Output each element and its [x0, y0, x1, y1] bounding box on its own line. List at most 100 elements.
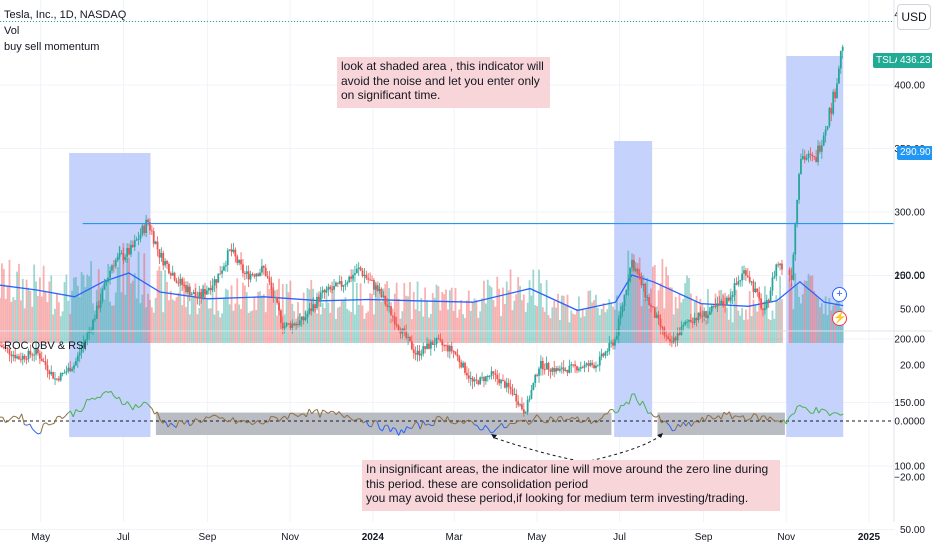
lower-pane-title[interactable]: ROC OBV & RSI: [4, 340, 87, 352]
volume-bar-62: [116, 267, 119, 343]
volume-bar-115: [217, 310, 220, 343]
candle-body-5: [8, 348, 11, 355]
volume-bar-329: [623, 294, 626, 343]
candle-body-211: [399, 329, 402, 334]
volume-bar-238: [450, 287, 453, 343]
candle-body-251: [475, 379, 478, 381]
volume-bar-230: [435, 284, 438, 343]
time-tick-label: Mar: [446, 532, 464, 543]
osc-seg-59: [159, 419, 164, 424]
volume-bar-32: [59, 316, 62, 343]
candle-body-113: [213, 279, 216, 286]
osc-seg-180: [487, 428, 492, 434]
volume-bar-144: [272, 287, 275, 343]
osc-seg-259: [701, 416, 706, 422]
osc-seg-144: [390, 427, 394, 433]
volume-bar-121: [228, 304, 231, 343]
osc-seg-135: [365, 420, 370, 427]
candle-body-293: [555, 368, 558, 372]
candle-body-235: [445, 345, 447, 347]
candle-body-346: [655, 314, 658, 318]
osc-seg-55: [148, 405, 153, 409]
time-axis[interactable]: May Jul Sep Nov 2024 Mar May Jul Sep Nov 2025: [31, 532, 880, 543]
osc-seg-125: [338, 411, 343, 416]
candle-body-19: [35, 348, 37, 355]
candle-body-375: [710, 305, 713, 312]
volume-bar-236: [447, 309, 449, 343]
candle-body-243: [460, 362, 463, 368]
volume-bar-109: [205, 299, 208, 343]
candle-body-123: [232, 249, 235, 252]
bottom-annotation[interactable]: In insignificant areas, the indicator li…: [362, 460, 780, 511]
volume-bar-334: [633, 265, 635, 343]
candle-body-83: [156, 241, 159, 250]
alert-icon[interactable]: ⚡: [832, 311, 847, 326]
volume-bar-224: [424, 287, 427, 343]
osc-seg-195: [528, 421, 532, 425]
volume-bar-397: [752, 299, 755, 343]
candle-body-159: [300, 316, 303, 321]
top-annotation[interactable]: look at shaded area , this indicator wil…: [337, 57, 550, 108]
volume-bar-137: [259, 291, 261, 343]
candle-body-332: [629, 267, 632, 282]
volume-bar-309: [585, 309, 588, 343]
volume-bar-320: [606, 309, 609, 343]
volume-bar-44: [82, 274, 85, 343]
candle-body-314: [595, 365, 597, 369]
candle-body-207: [391, 315, 394, 317]
volume-legend[interactable]: Vol: [4, 25, 20, 37]
volume-bar-2: [2, 268, 5, 343]
osc-seg-168: [455, 421, 459, 425]
volume-bar-304: [576, 308, 578, 343]
candle-body-175: [331, 289, 334, 291]
osc-seg-108: [292, 412, 296, 416]
candle-body-424: [809, 153, 812, 155]
osc-seg-153: [414, 421, 418, 424]
candle-body-35: [65, 371, 68, 373]
candle-body-52: [97, 305, 100, 308]
candle-body-260: [492, 371, 495, 374]
volume-bar-417: [796, 285, 799, 343]
volume-bar-288: [545, 280, 548, 343]
osc-seg-166: [449, 421, 454, 424]
volume-bar-6: [10, 301, 13, 343]
volume-bar-128: [242, 282, 244, 343]
candle-body-402: [762, 308, 764, 310]
volume-bar-297: [562, 295, 565, 343]
osc-seg-200: [542, 420, 546, 424]
osc-seg-218: [590, 420, 595, 425]
currency-button[interactable]: USD: [897, 4, 931, 30]
osc-seg-101: [273, 416, 277, 419]
osc-seg-274: [742, 415, 747, 422]
candle-body-146: [276, 296, 279, 303]
volume-bar-182: [344, 297, 347, 343]
symbol-title[interactable]: Tesla, Inc., 1D, NASDAQ: [4, 9, 127, 21]
volume-bar-4: [6, 285, 9, 343]
osc-seg-164: [444, 416, 448, 423]
candle-body-262: [496, 374, 499, 380]
osc-seg-26: [70, 410, 74, 418]
volume-bar-404: [765, 303, 768, 343]
volume-bar-161: [304, 311, 307, 343]
volume-bar-25: [46, 302, 49, 343]
price-tick-label: 300.00: [894, 208, 925, 219]
volume-bar-338: [640, 306, 643, 343]
candle-body-303: [574, 364, 576, 367]
volume-bar-372: [705, 320, 707, 343]
ticker-badge: TSLA: [873, 53, 905, 68]
osc-seg-93: [251, 422, 256, 426]
indicator-legend[interactable]: buy sell momentum: [4, 41, 100, 53]
volume-bar-158: [298, 312, 301, 343]
volume-bar-259: [490, 287, 493, 343]
volume-bar-1: [0, 263, 3, 343]
candle-body-6: [10, 354, 13, 357]
osc-seg-94: [254, 420, 258, 424]
volume-bar-116: [219, 317, 222, 343]
add-symbol-button[interactable]: +: [832, 287, 847, 302]
candle-body-43: [80, 347, 83, 353]
osc-seg-134: [363, 420, 367, 424]
volume-bar-152: [287, 292, 290, 343]
candle-body-27: [50, 372, 53, 375]
volume-bar-325: [615, 295, 618, 343]
